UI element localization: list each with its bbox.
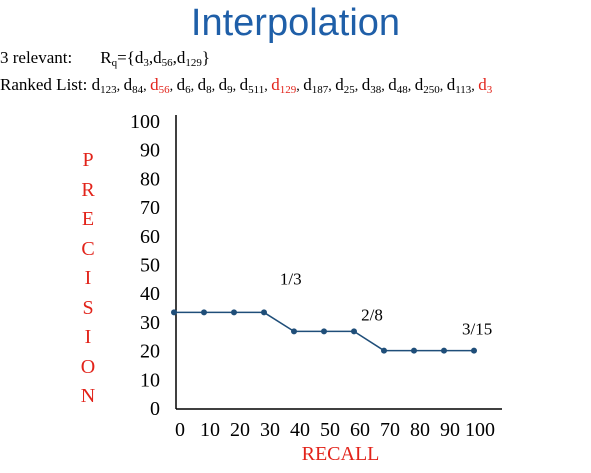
- ranked-doc-relevant: d3: [478, 75, 493, 96]
- separator: ,: [169, 79, 177, 94]
- y-tick-label: 40: [140, 283, 160, 305]
- ranked-list-items: d123, d84, d56, d6, d8, d9, d511, d129, …: [91, 75, 493, 96]
- x-tick-label: 20: [230, 419, 250, 441]
- x-axis-label: RECALL: [301, 443, 380, 465]
- separator: ,: [471, 79, 479, 94]
- ranked-doc: d6: [176, 75, 191, 96]
- y-axis-label-letter: C: [81, 237, 95, 260]
- relevant-set-symbol: R: [100, 48, 112, 67]
- annotation-label: 3/15: [462, 320, 492, 339]
- relevant-set-symbol-subscript: q: [111, 57, 118, 69]
- y-axis-label-letter: R: [81, 178, 95, 201]
- separator: ,: [264, 79, 272, 94]
- data-point: [291, 328, 297, 335]
- data-point: [201, 309, 207, 316]
- x-tick-label: 50: [320, 419, 340, 441]
- separator: ,: [116, 79, 124, 94]
- ranked-doc: d123: [91, 75, 117, 96]
- data-point: [321, 328, 327, 335]
- y-tick-label: 0: [150, 398, 160, 420]
- separator: ,: [296, 79, 304, 94]
- data-point: [471, 347, 477, 354]
- relevant-set-line: 3 relevant: Rq={d3,d56,d129}: [0, 48, 210, 73]
- data-point: [441, 347, 447, 354]
- x-tick-label: 10: [200, 419, 220, 441]
- separator: }: [201, 48, 210, 67]
- data-point: [261, 309, 267, 316]
- ranked-doc: d25: [335, 75, 355, 96]
- separator: ,: [354, 79, 362, 94]
- separator: ,: [148, 48, 154, 67]
- ranked-doc: d187: [303, 75, 329, 96]
- separator: ,: [190, 79, 198, 94]
- y-axis-label-letter: I: [84, 267, 92, 289]
- x-tick-label: 100: [465, 419, 495, 441]
- x-tick-label: 70: [380, 419, 400, 441]
- separator: ,: [328, 79, 336, 94]
- ranked-doc: d113: [446, 75, 472, 96]
- relevant-doc: d: [176, 48, 186, 67]
- annotation-label: 2/8: [361, 305, 383, 324]
- y-tick-label: 80: [140, 168, 160, 190]
- y-axis-label-letter: S: [82, 296, 94, 319]
- x-tick-label: 80: [410, 419, 430, 441]
- separator: ,: [407, 79, 415, 94]
- separator: ,: [381, 79, 389, 94]
- relevant-set-prefix: 3 relevant:: [0, 48, 73, 67]
- data-point: [381, 347, 387, 354]
- y-tick-label: 60: [140, 226, 160, 248]
- x-tick-label: 0: [175, 419, 185, 441]
- separator: ,: [439, 79, 447, 94]
- x-tick-label: 60: [350, 419, 370, 441]
- relevant-doc-id: 129: [185, 57, 202, 69]
- y-tick-label: 30: [140, 312, 160, 334]
- relevant-set-items: d3,d56,d129}: [134, 48, 210, 69]
- y-axis-label-letter: N: [80, 385, 96, 407]
- ranked-doc: d511: [239, 75, 265, 96]
- separator: ,: [232, 79, 240, 94]
- annotation-label: 1/3: [280, 269, 302, 288]
- separator: ,: [211, 79, 219, 94]
- ranked-list-line: Ranked List: d123, d84, d56, d6, d8, d9,…: [0, 75, 492, 100]
- separator: ,: [143, 79, 151, 94]
- slide-title: Interpolation: [190, 2, 401, 44]
- data-point: [171, 309, 177, 316]
- data-point: [351, 328, 357, 335]
- ranked-list-prefix: Ranked List:: [0, 75, 92, 94]
- y-tick-label: 50: [140, 255, 160, 277]
- relevant-set-open: ={: [117, 48, 135, 67]
- y-axis-label-letter: I: [84, 326, 92, 348]
- y-axis-label-letter: E: [81, 208, 95, 230]
- ranked-doc: d38: [361, 75, 382, 96]
- ranked-doc: d250: [414, 75, 440, 96]
- data-point: [231, 309, 237, 316]
- x-tick-label: 40: [290, 419, 310, 441]
- relevant-doc-id: 56: [161, 57, 173, 69]
- y-tick-label: 90: [140, 140, 160, 162]
- y-axis-label-letter: O: [80, 355, 96, 378]
- relevant-doc: d: [134, 48, 144, 67]
- ranked-doc: d84: [123, 75, 144, 96]
- y-tick-label: 10: [140, 369, 160, 391]
- separator: ,: [172, 48, 177, 67]
- y-tick-label: 20: [140, 341, 160, 363]
- ranked-doc-relevant: d56: [150, 75, 170, 96]
- x-tick-label: 30: [260, 419, 280, 441]
- ranked-doc-relevant: d129: [271, 75, 297, 96]
- x-tick-label: 90: [440, 419, 460, 441]
- ranked-doc: d8: [197, 75, 212, 96]
- relevant-doc: d: [153, 48, 162, 67]
- y-tick-label: 70: [140, 197, 160, 219]
- ranked-doc: d48: [388, 75, 408, 96]
- relevant-doc-id: 3: [143, 57, 149, 69]
- y-tick-label: 100: [130, 111, 160, 133]
- data-point: [411, 347, 417, 354]
- ranked-doc: d9: [218, 75, 233, 96]
- y-axis-label-letter: P: [82, 149, 94, 171]
